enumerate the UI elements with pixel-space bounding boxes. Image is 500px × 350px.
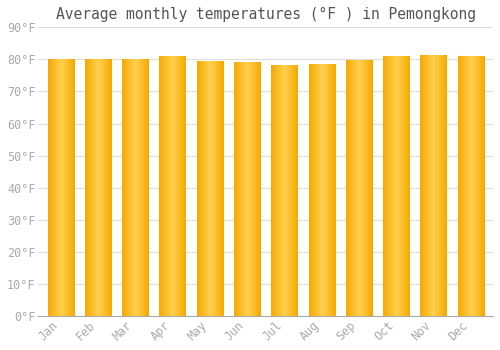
Title: Average monthly temperatures (°F ) in Pemongkong: Average monthly temperatures (°F ) in Pe… [56,7,476,22]
